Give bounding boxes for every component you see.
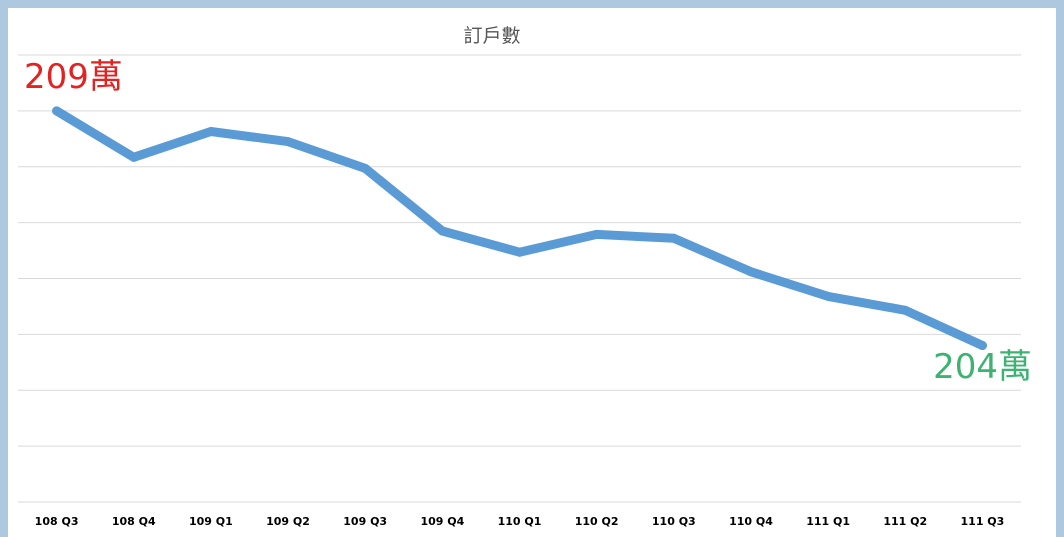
data-point <box>515 247 524 257</box>
x-tick-label: 111 Q1 <box>806 515 850 528</box>
chart-title: 訂戶數 <box>463 25 520 47</box>
x-tick-label: 109 Q1 <box>189 515 233 528</box>
x-axis-tick-labels: 108 Q3 108 Q4 109 Q1 109 Q2 109 Q3 109 Q4 110 … <box>35 515 1005 528</box>
data-point <box>283 137 293 147</box>
chart-frame: 訂戶數 108 Q3 108 Q4 109 Q1 109 Q2 109 Q3 109 Q4… <box>8 8 1056 537</box>
data-point <box>592 229 602 239</box>
gridlines <box>18 54 1021 503</box>
x-tick-label: 108 Q4 <box>112 515 156 528</box>
data-point <box>977 341 987 351</box>
data-point <box>900 305 910 315</box>
data-point <box>823 291 833 301</box>
x-tick-label: 110 Q2 <box>575 515 619 528</box>
data-point <box>52 106 62 116</box>
x-tick-label: 110 Q4 <box>729 515 773 528</box>
data-point <box>746 267 756 277</box>
subscriber-line-chart: 訂戶數 108 Q3 108 Q4 109 Q1 109 Q2 109 Q3 109 Q4… <box>18 25 1032 528</box>
x-tick-label: 111 Q3 <box>961 515 1005 528</box>
data-point <box>437 226 447 236</box>
data-point <box>669 233 679 243</box>
x-tick-label: 109 Q2 <box>266 515 310 528</box>
x-tick-label: 109 Q3 <box>343 515 387 528</box>
x-tick-label: 110 Q1 <box>498 515 542 528</box>
series-group <box>52 106 987 351</box>
x-tick-label: 111 Q2 <box>883 515 927 528</box>
x-tick-label: 110 Q3 <box>652 515 696 528</box>
data-point <box>360 163 370 173</box>
x-tick-label: 109 Q4 <box>420 515 464 528</box>
start-value-annotation: 209萬 <box>24 57 123 97</box>
end-value-annotation: 204萬 <box>933 347 1032 387</box>
data-point <box>129 152 139 162</box>
x-tick-label: 108 Q3 <box>35 515 79 528</box>
annotations: 209萬 204萬 <box>24 57 1032 387</box>
data-point <box>206 127 216 137</box>
series-line <box>52 106 987 350</box>
